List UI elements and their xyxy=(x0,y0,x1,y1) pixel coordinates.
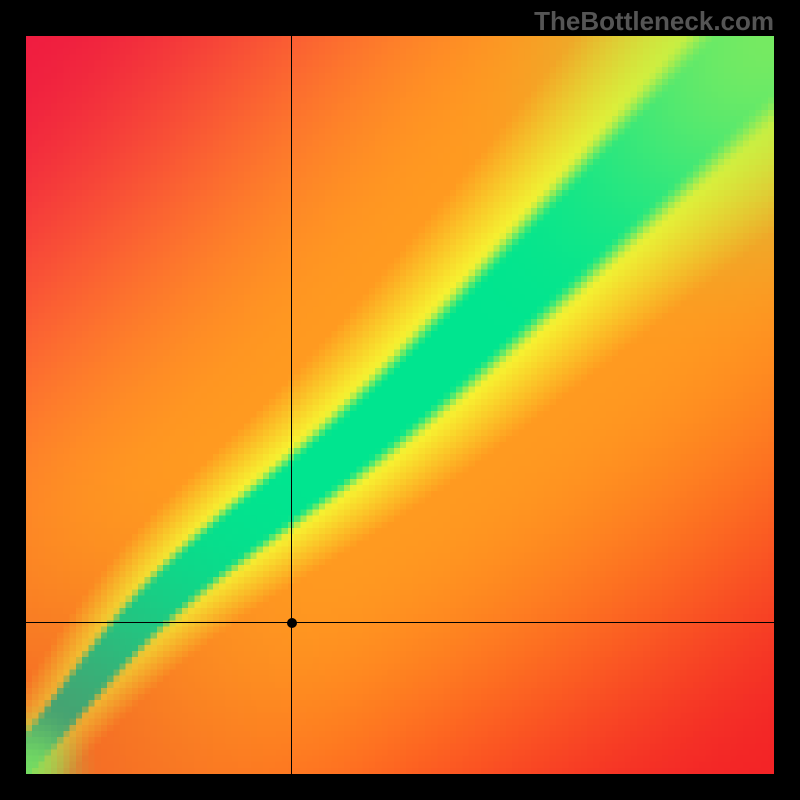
crosshair-dot xyxy=(287,618,297,628)
watermark-text: TheBottleneck.com xyxy=(534,6,774,37)
crosshair-horizontal xyxy=(26,622,774,623)
bottleneck-heatmap xyxy=(26,36,774,774)
crosshair-vertical xyxy=(291,36,292,774)
chart-container: TheBottleneck.com xyxy=(0,0,800,800)
